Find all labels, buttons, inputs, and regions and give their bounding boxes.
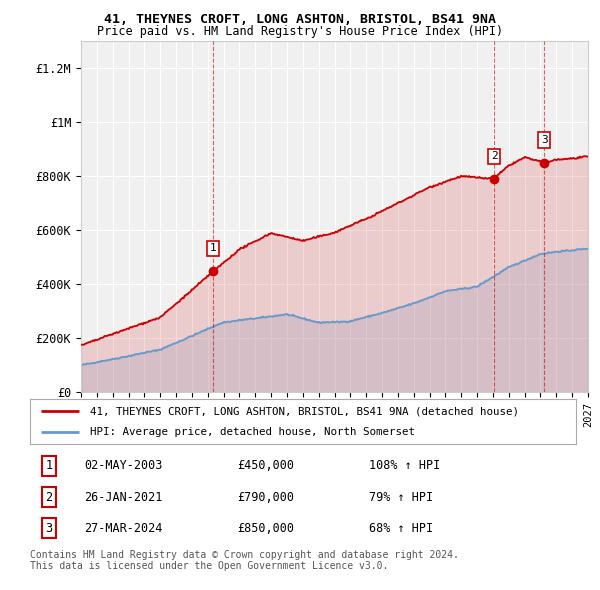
Text: £450,000: £450,000 (238, 460, 295, 473)
Text: 79% ↑ HPI: 79% ↑ HPI (368, 490, 433, 504)
Text: 68% ↑ HPI: 68% ↑ HPI (368, 522, 433, 535)
Text: 26-JAN-2021: 26-JAN-2021 (85, 490, 163, 504)
Text: 3: 3 (46, 522, 53, 535)
Text: 2: 2 (491, 152, 497, 162)
Text: 3: 3 (541, 135, 547, 145)
Text: 108% ↑ HPI: 108% ↑ HPI (368, 460, 440, 473)
Text: £790,000: £790,000 (238, 490, 295, 504)
Text: 27-MAR-2024: 27-MAR-2024 (85, 522, 163, 535)
Text: HPI: Average price, detached house, North Somerset: HPI: Average price, detached house, Nort… (90, 427, 415, 437)
Text: Price paid vs. HM Land Registry's House Price Index (HPI): Price paid vs. HM Land Registry's House … (97, 25, 503, 38)
Text: 1: 1 (209, 243, 217, 253)
Text: 2: 2 (46, 490, 53, 504)
Text: 1: 1 (46, 460, 53, 473)
Text: 41, THEYNES CROFT, LONG ASHTON, BRISTOL, BS41 9NA: 41, THEYNES CROFT, LONG ASHTON, BRISTOL,… (104, 13, 496, 26)
Text: 02-MAY-2003: 02-MAY-2003 (85, 460, 163, 473)
Text: 41, THEYNES CROFT, LONG ASHTON, BRISTOL, BS41 9NA (detached house): 41, THEYNES CROFT, LONG ASHTON, BRISTOL,… (90, 407, 519, 417)
Text: £850,000: £850,000 (238, 522, 295, 535)
Text: Contains HM Land Registry data © Crown copyright and database right 2024.
This d: Contains HM Land Registry data © Crown c… (30, 550, 459, 572)
